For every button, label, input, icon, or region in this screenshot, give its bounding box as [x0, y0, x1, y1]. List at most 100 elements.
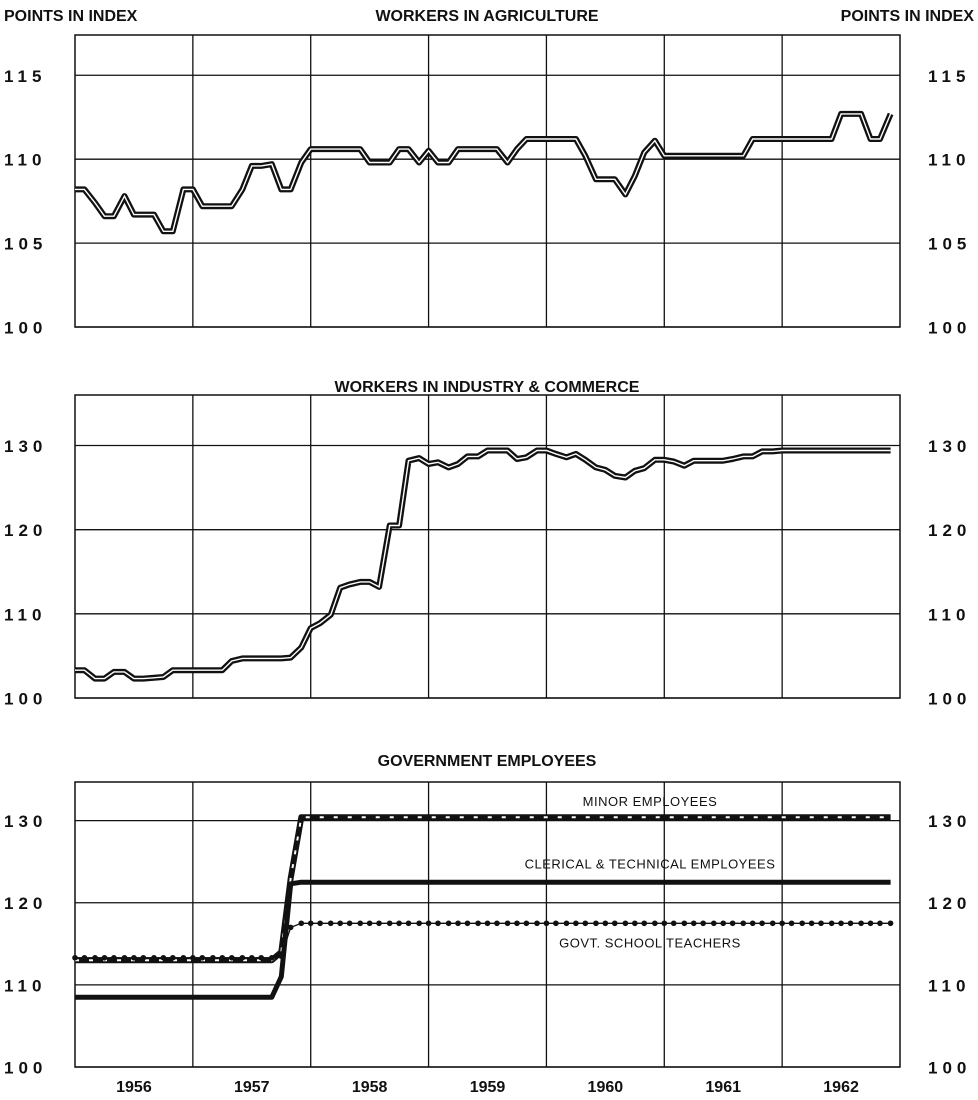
marker [543, 920, 550, 927]
marker [838, 920, 844, 927]
line-highlight [75, 449, 891, 680]
y-tick-label-right: 100 [928, 1058, 971, 1077]
marker [346, 920, 353, 927]
y-tick-label: 130 [4, 812, 47, 831]
marker [81, 954, 88, 961]
series-label: MINOR EMPLOYEES [583, 794, 718, 809]
marker [278, 953, 285, 959]
marker [553, 920, 559, 927]
line [75, 447, 891, 682]
marker [681, 920, 688, 927]
marker [749, 920, 756, 927]
marker [160, 954, 167, 961]
line-highlight [75, 816, 891, 962]
marker [779, 920, 785, 927]
y-axis-label-right: POINTS IN INDEX [841, 8, 975, 25]
y-tick-label: 110 [4, 605, 46, 624]
marker [327, 920, 334, 927]
marker [700, 920, 706, 927]
x-tick-label: 1958 [352, 1079, 388, 1096]
y-tick-label-right: 110 [928, 605, 970, 624]
marker [523, 920, 530, 927]
marker [641, 920, 648, 927]
marker [475, 920, 481, 927]
series-label: CLERICAL & TECHNICAL EMPLOYEES [525, 857, 776, 872]
marker [239, 954, 246, 961]
marker [199, 954, 206, 961]
marker [858, 920, 864, 927]
x-tick-label: 1956 [116, 1079, 152, 1096]
chart-title: WORKERS IN INDUSTRY & COMMERCE [335, 379, 640, 396]
y-tick-label-right: 100 [928, 318, 971, 337]
marker [337, 920, 343, 927]
marker [258, 954, 265, 961]
marker [455, 920, 461, 927]
marker [307, 920, 314, 927]
marker [582, 920, 589, 927]
y-tick-label: 120 [4, 894, 47, 913]
marker [632, 920, 638, 927]
line-highlight [75, 113, 892, 232]
marker [847, 920, 854, 927]
marker [877, 920, 883, 927]
marker [504, 920, 511, 927]
marker [818, 920, 824, 927]
marker [690, 920, 697, 927]
marker [121, 954, 128, 961]
marker [808, 920, 815, 927]
y-tick-label-right: 120 [928, 894, 971, 913]
marker [396, 920, 402, 927]
marker [534, 920, 540, 927]
marker [602, 920, 609, 927]
marker [464, 920, 471, 927]
marker [357, 920, 364, 927]
marker [298, 920, 305, 927]
marker [111, 954, 117, 961]
marker [101, 954, 108, 961]
chart-title: WORKERS IN AGRICULTURE [375, 8, 598, 25]
chart-title: GOVERNMENT EMPLOYEES [378, 753, 597, 770]
marker [573, 920, 579, 927]
y-tick-label: 110 [4, 151, 46, 170]
y-tick-label-right: 110 [928, 976, 970, 995]
y-tick-label-right: 105 [928, 235, 971, 254]
line [75, 814, 891, 964]
marker [729, 920, 736, 927]
x-tick-label: 1957 [234, 1079, 270, 1096]
x-tick-label: 1961 [705, 1079, 741, 1096]
line [75, 110, 894, 235]
y-axis-label-left: POINTS IN INDEX [4, 8, 138, 25]
marker [484, 920, 491, 927]
marker [140, 954, 147, 961]
marker [435, 920, 441, 927]
marker [269, 954, 275, 961]
marker [622, 920, 629, 927]
marker [92, 954, 98, 961]
y-tick-label: 115 [4, 67, 46, 86]
marker [425, 920, 432, 927]
marker [887, 920, 894, 927]
marker [661, 920, 668, 927]
marker [769, 920, 776, 927]
y-tick-label-right: 110 [928, 151, 970, 170]
marker [228, 954, 235, 961]
y-tick-label-right: 130 [928, 812, 971, 831]
y-tick-label-right: 130 [928, 437, 971, 456]
marker [151, 954, 157, 961]
marker [445, 920, 452, 927]
marker [720, 920, 727, 927]
line [75, 922, 891, 959]
y-tick-label: 100 [4, 318, 47, 337]
plot-frame [74, 394, 901, 699]
marker [710, 920, 717, 927]
marker [799, 920, 805, 927]
marker [759, 920, 765, 927]
marker [740, 920, 747, 927]
marker [788, 920, 795, 927]
series-label: GOVT. SCHOOL TEACHERS [559, 936, 741, 951]
y-tick-label: 130 [4, 437, 47, 456]
marker [563, 920, 570, 927]
marker [494, 920, 500, 927]
marker [611, 920, 618, 927]
marker [190, 954, 196, 961]
